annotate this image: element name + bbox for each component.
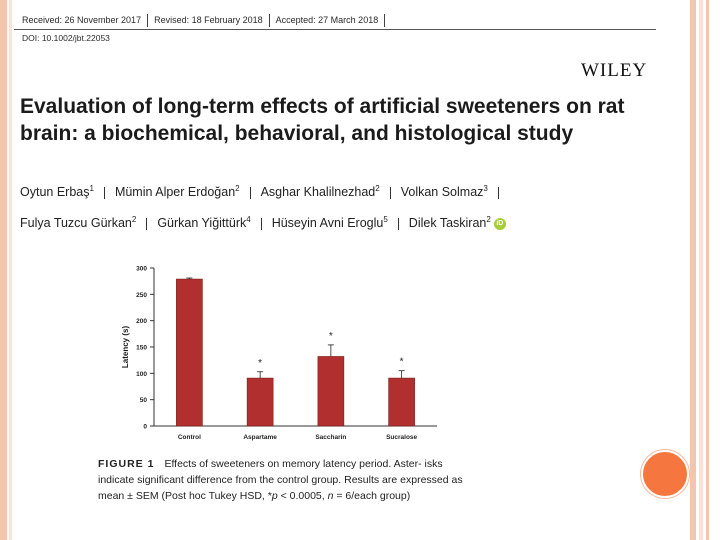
- y-tick-label: 300: [136, 266, 147, 273]
- y-tick-label: 0: [143, 424, 147, 431]
- bar-sucralose: [388, 377, 415, 427]
- meta-separator: [147, 14, 149, 27]
- figure-1: 0 50 100 150 200 250 300 Latency (s) Control * Asp…: [92, 258, 472, 528]
- author[interactable]: Asghar Khalilnezhad2: [260, 184, 380, 200]
- x-tick-label: Control: [178, 434, 201, 441]
- y-tick-label: 100: [136, 371, 147, 378]
- author[interactable]: Volkan Solmaz3: [400, 184, 488, 200]
- bar-control: [176, 278, 203, 427]
- slide-left-accent-stripe: [9, 0, 12, 540]
- caption-text-4: group): [379, 490, 411, 502]
- caption-n: n: [327, 490, 334, 502]
- header-rule: [14, 29, 656, 30]
- caption-text-2: isks indicate significant difference fro…: [98, 458, 443, 486]
- author-separator: [389, 186, 391, 199]
- author-separator: [103, 186, 105, 199]
- revised-date: Revised: 18 February 2018: [154, 14, 263, 25]
- y-tick-label: 50: [140, 397, 148, 404]
- significance-marker: *: [329, 331, 333, 342]
- y-axis-label: Latency (s): [121, 326, 130, 369]
- y-tick-label: 250: [136, 292, 147, 299]
- y-tick-label: 200: [136, 318, 147, 325]
- author[interactable]: Mümin Alper Erdoğan2: [114, 184, 240, 200]
- latency-bar-chart: 0 50 100 150 200 250 300 Latency (s) Control * Asp…: [121, 266, 437, 441]
- x-tick-label: Sucralose: [386, 434, 417, 441]
- caption-text-1: Effects of sweeteners on memory latency …: [164, 458, 422, 470]
- author[interactable]: Oytun Erbaş1: [20, 184, 94, 200]
- paper-title: Evaluation of long-term effects of artif…: [20, 95, 625, 145]
- slide-right-accent-stripe: [699, 0, 703, 540]
- accepted-date: Accepted: 27 March 2018: [275, 14, 379, 25]
- y-tick-label: 150: [136, 345, 147, 352]
- author-separator: [497, 186, 499, 199]
- author[interactable]: Fulya Tuzcu Gürkan2: [20, 215, 137, 231]
- author-line-1: Oytun Erbaş1 Mümin Alper Erdoğan2 Asghar K…: [20, 175, 670, 206]
- x-tick-label: Aspartame: [243, 434, 277, 441]
- received-date: Received: 26 November 2017: [22, 14, 142, 25]
- caption-text-3a: expressed as mean ± SEM (Post hoc Tukey …: [98, 474, 463, 502]
- slide-right-accent-bar: [690, 0, 696, 540]
- author[interactable]: Dilek Taskiran2: [408, 215, 491, 231]
- figure-label: FIGURE 1: [98, 458, 155, 470]
- slide-decoration-circle: [641, 450, 689, 498]
- x-tick-label: Saccharin: [315, 434, 346, 441]
- significance-marker: *: [400, 357, 404, 368]
- bar-aspartame: [246, 377, 274, 427]
- caption-p: p: [271, 490, 278, 502]
- doi[interactable]: DOI: 10.1002/jbt.22053: [22, 33, 110, 43]
- paper-header: Received: 26 November 2017 Revised: 18 Fe…: [14, 0, 690, 232]
- author-line-2: Fulya Tuzcu Gürkan2 Gürkan Yiğittürk4 Hüse…: [20, 206, 670, 237]
- author-list: Oytun Erbaş1 Mümin Alper Erdoğan2 Asghar K…: [20, 175, 670, 237]
- author-separator: [146, 218, 148, 231]
- figure-caption: FIGURE 1 Effects of sweeteners on memory …: [98, 456, 470, 504]
- meta-separator: [268, 14, 270, 27]
- publisher-logo: WILEY: [581, 60, 648, 81]
- author[interactable]: Hüseyin Avni Eroglu5: [271, 215, 388, 231]
- bar-saccharin: [317, 356, 345, 427]
- slide-left-accent-bar: [0, 0, 7, 540]
- history-dates: Received: 26 November 2017 Revised: 18 Fe…: [22, 14, 386, 27]
- caption-text-3c: = 6/each: [333, 490, 377, 502]
- author[interactable]: Gürkan Yiğittürk4: [157, 215, 251, 231]
- significance-marker: *: [258, 358, 262, 369]
- slide-right-accent-stripe-outer: [706, 0, 709, 540]
- orcid-icon[interactable]: iD: [493, 218, 506, 231]
- meta-separator: [384, 14, 386, 27]
- caption-text-3b: < 0.0005,: [277, 490, 328, 502]
- author-separator: [397, 218, 399, 231]
- author-separator: [249, 186, 251, 199]
- author-separator: [260, 218, 262, 231]
